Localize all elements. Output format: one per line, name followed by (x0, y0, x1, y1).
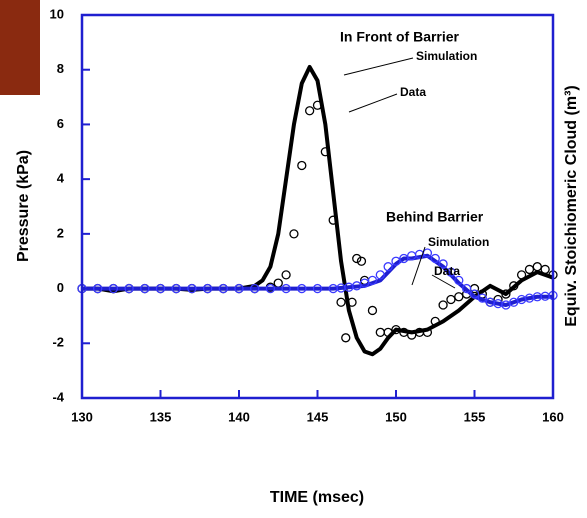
data-point (461, 283, 472, 294)
data-point (477, 293, 488, 303)
data-point (524, 264, 535, 275)
x-tick-label: 135 (150, 409, 172, 424)
data-point (391, 256, 401, 266)
y-tick-label: 10 (50, 6, 64, 21)
data-point (124, 283, 134, 294)
leader-line (343, 57, 414, 76)
data-point (375, 270, 385, 280)
data-point (501, 300, 511, 310)
y-tick-label: 2 (57, 225, 64, 240)
x-tick-label: 155 (464, 409, 486, 424)
annotation-label: Data (434, 264, 460, 278)
leader-line (411, 246, 426, 286)
x-tick-label: 140 (228, 409, 250, 424)
data-point (297, 283, 307, 294)
data-point (250, 283, 260, 294)
data-point (218, 283, 228, 294)
data-point (108, 283, 119, 294)
data-point (391, 324, 401, 335)
data-point (430, 253, 440, 264)
data-point (375, 327, 385, 337)
data-point (540, 264, 550, 275)
data-point (289, 229, 299, 239)
data-point (140, 283, 150, 294)
x-tick-label: 160 (542, 409, 564, 424)
data-point (234, 283, 244, 294)
data-point (341, 333, 351, 343)
data-point (516, 270, 527, 280)
data-point (281, 283, 291, 294)
data-point (187, 283, 197, 294)
data-point (312, 283, 323, 294)
data-point (454, 275, 464, 286)
data-point (446, 267, 456, 277)
x-tick-label: 150 (385, 409, 407, 424)
series-line (82, 253, 553, 307)
data-point (281, 270, 291, 280)
data-point (352, 253, 362, 264)
plot-frame (80, 13, 555, 400)
data-point (532, 262, 542, 272)
data-point (469, 289, 480, 299)
plot-area (77, 64, 558, 357)
y-tick-label: 8 (57, 61, 64, 76)
x-axis-label: TIME (msec) (270, 489, 364, 506)
data-point (171, 283, 181, 294)
data-point (336, 297, 346, 307)
data-point (399, 253, 409, 264)
data-point (347, 297, 357, 307)
annotation: Behind Barrier (386, 209, 484, 225)
data-point (438, 300, 448, 310)
data-point (501, 289, 511, 299)
data-point (509, 281, 519, 291)
data-point (509, 297, 519, 307)
data-point (312, 100, 323, 110)
annotation-label: Simulation (428, 235, 489, 249)
data-point (430, 316, 440, 327)
data-point (202, 283, 213, 294)
annotation-label: Simulation (416, 49, 477, 63)
y-tick-label: -2 (52, 335, 64, 350)
y2-axis-label: Equiv. Stoichiomeric Cloud (m³) (563, 85, 580, 327)
annotation: In Front of Barrier (340, 29, 460, 45)
data-point (328, 215, 338, 225)
data-point (320, 147, 331, 157)
data-point (407, 330, 417, 340)
data-point (93, 283, 103, 294)
data-point (367, 275, 378, 286)
data-point (383, 327, 393, 337)
leader-line (348, 93, 398, 113)
y-tick-label: -4 (52, 389, 64, 404)
data-point (265, 283, 276, 294)
x-tick-label: 145 (307, 409, 329, 424)
leader-lines (343, 57, 456, 289)
background-image-fragment (0, 0, 40, 95)
data-point (359, 278, 370, 288)
data-point (273, 278, 283, 288)
data-point (438, 259, 448, 269)
x-tick-label: 130 (71, 409, 93, 424)
y-tick-label: 0 (57, 280, 64, 295)
data-point (454, 292, 464, 302)
data-point (399, 327, 409, 337)
y-tick-label: 4 (57, 171, 65, 186)
data-point (155, 283, 166, 294)
data-point (446, 294, 456, 305)
data-point (383, 262, 393, 272)
data-point (356, 256, 367, 266)
data-point (304, 106, 315, 116)
y-tick-label: 6 (57, 116, 64, 131)
data-point (297, 160, 307, 171)
annotation-label: Data (400, 85, 426, 99)
data-point (422, 327, 433, 337)
leader-line (431, 274, 456, 289)
data-point (367, 305, 378, 316)
data-point (352, 281, 362, 291)
y-axis-label: Pressure (kPa) (15, 150, 32, 262)
